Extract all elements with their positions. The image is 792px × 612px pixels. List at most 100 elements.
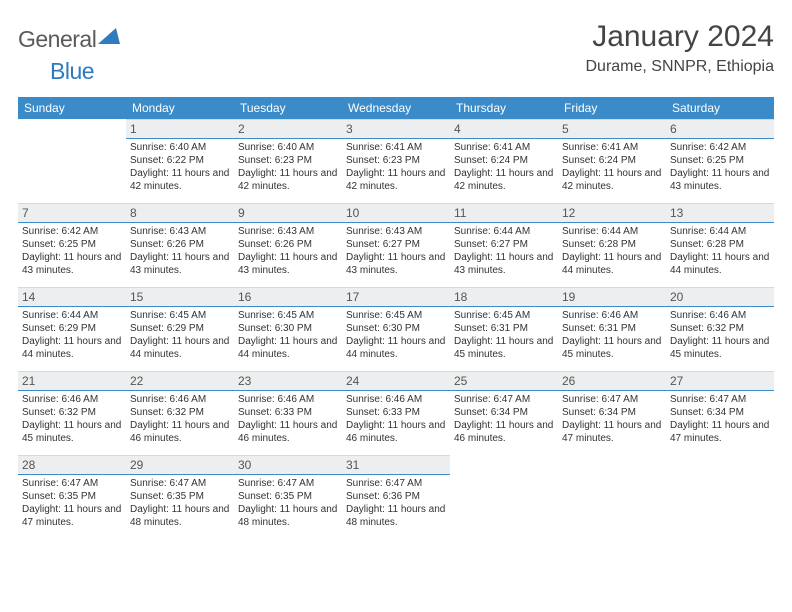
day-header: Wednesday (342, 97, 450, 119)
calendar-day-cell: 22Sunrise: 6:46 AMSunset: 6:32 PMDayligh… (126, 371, 234, 455)
calendar-day-cell: 17Sunrise: 6:45 AMSunset: 6:30 PMDayligh… (342, 287, 450, 371)
daylight-line: Daylight: 11 hours and 47 minutes. (22, 503, 122, 529)
day-header: Tuesday (234, 97, 342, 119)
daylight-line: Daylight: 11 hours and 43 minutes. (454, 251, 554, 277)
sunrise-line: Sunrise: 6:41 AM (562, 141, 662, 154)
daylight-line: Daylight: 11 hours and 44 minutes. (130, 335, 230, 361)
sunrise-line: Sunrise: 6:47 AM (22, 477, 122, 490)
calendar-day-cell: 30Sunrise: 6:47 AMSunset: 6:35 PMDayligh… (234, 455, 342, 539)
day-body: Sunrise: 6:43 AMSunset: 6:26 PMDaylight:… (126, 223, 234, 281)
daylight-line: Daylight: 11 hours and 45 minutes. (670, 335, 770, 361)
day-number: 15 (126, 287, 234, 307)
sunset-line: Sunset: 6:30 PM (346, 322, 446, 335)
calendar-day-cell: 14Sunrise: 6:44 AMSunset: 6:29 PMDayligh… (18, 287, 126, 371)
sunrise-line: Sunrise: 6:41 AM (346, 141, 446, 154)
calendar-day-cell: 8Sunrise: 6:43 AMSunset: 6:26 PMDaylight… (126, 203, 234, 287)
sunrise-line: Sunrise: 6:44 AM (22, 309, 122, 322)
day-number: 21 (18, 371, 126, 391)
sunrise-line: Sunrise: 6:45 AM (130, 309, 230, 322)
day-body: Sunrise: 6:43 AMSunset: 6:26 PMDaylight:… (234, 223, 342, 281)
sunrise-line: Sunrise: 6:47 AM (130, 477, 230, 490)
day-body: Sunrise: 6:47 AMSunset: 6:35 PMDaylight:… (126, 475, 234, 533)
sunset-line: Sunset: 6:31 PM (562, 322, 662, 335)
daylight-line: Daylight: 11 hours and 43 minutes. (238, 251, 338, 277)
sunset-line: Sunset: 6:35 PM (238, 490, 338, 503)
sunrise-line: Sunrise: 6:45 AM (346, 309, 446, 322)
sunset-line: Sunset: 6:33 PM (238, 406, 338, 419)
sunset-line: Sunset: 6:33 PM (346, 406, 446, 419)
day-number: 25 (450, 371, 558, 391)
daylight-line: Daylight: 11 hours and 44 minutes. (562, 251, 662, 277)
day-body: Sunrise: 6:41 AMSunset: 6:23 PMDaylight:… (342, 139, 450, 197)
day-body: Sunrise: 6:46 AMSunset: 6:33 PMDaylight:… (234, 391, 342, 449)
day-number: 2 (234, 119, 342, 139)
day-number: 7 (18, 203, 126, 223)
daylight-line: Daylight: 11 hours and 43 minutes. (22, 251, 122, 277)
daylight-line: Daylight: 11 hours and 43 minutes. (346, 251, 446, 277)
day-body: Sunrise: 6:47 AMSunset: 6:34 PMDaylight:… (450, 391, 558, 449)
day-body: Sunrise: 6:44 AMSunset: 6:28 PMDaylight:… (558, 223, 666, 281)
calendar-day-cell: 20Sunrise: 6:46 AMSunset: 6:32 PMDayligh… (666, 287, 774, 371)
daylight-line: Daylight: 11 hours and 45 minutes. (22, 419, 122, 445)
day-body: Sunrise: 6:40 AMSunset: 6:23 PMDaylight:… (234, 139, 342, 197)
sunrise-line: Sunrise: 6:46 AM (346, 393, 446, 406)
day-header-row: Sunday Monday Tuesday Wednesday Thursday… (18, 97, 774, 119)
sunrise-line: Sunrise: 6:46 AM (562, 309, 662, 322)
daylight-line: Daylight: 11 hours and 44 minutes. (346, 335, 446, 361)
sunrise-line: Sunrise: 6:45 AM (454, 309, 554, 322)
sunrise-line: Sunrise: 6:40 AM (130, 141, 230, 154)
day-body: Sunrise: 6:47 AMSunset: 6:36 PMDaylight:… (342, 475, 450, 533)
calendar-day-cell: 25Sunrise: 6:47 AMSunset: 6:34 PMDayligh… (450, 371, 558, 455)
sunset-line: Sunset: 6:22 PM (130, 154, 230, 167)
calendar-day-cell: .. (666, 455, 774, 539)
day-number: 5 (558, 119, 666, 139)
sunset-line: Sunset: 6:23 PM (346, 154, 446, 167)
logo-text-general: General (18, 26, 96, 53)
sunset-line: Sunset: 6:25 PM (22, 238, 122, 251)
calendar-day-cell: 6Sunrise: 6:42 AMSunset: 6:25 PMDaylight… (666, 119, 774, 203)
calendar-week-row: 7Sunrise: 6:42 AMSunset: 6:25 PMDaylight… (18, 203, 774, 287)
day-body: Sunrise: 6:45 AMSunset: 6:30 PMDaylight:… (342, 307, 450, 365)
day-number: 9 (234, 203, 342, 223)
daylight-line: Daylight: 11 hours and 46 minutes. (346, 419, 446, 445)
calendar-day-cell: 31Sunrise: 6:47 AMSunset: 6:36 PMDayligh… (342, 455, 450, 539)
day-body: Sunrise: 6:44 AMSunset: 6:29 PMDaylight:… (18, 307, 126, 365)
calendar-day-cell: 2Sunrise: 6:40 AMSunset: 6:23 PMDaylight… (234, 119, 342, 203)
sunset-line: Sunset: 6:35 PM (22, 490, 122, 503)
sunrise-line: Sunrise: 6:47 AM (670, 393, 770, 406)
daylight-line: Daylight: 11 hours and 45 minutes. (562, 335, 662, 361)
sunset-line: Sunset: 6:30 PM (238, 322, 338, 335)
day-body: Sunrise: 6:45 AMSunset: 6:31 PMDaylight:… (450, 307, 558, 365)
sunset-line: Sunset: 6:35 PM (130, 490, 230, 503)
calendar-day-cell: 15Sunrise: 6:45 AMSunset: 6:29 PMDayligh… (126, 287, 234, 371)
sunrise-line: Sunrise: 6:43 AM (346, 225, 446, 238)
sunset-line: Sunset: 6:32 PM (670, 322, 770, 335)
calendar-day-cell: 24Sunrise: 6:46 AMSunset: 6:33 PMDayligh… (342, 371, 450, 455)
calendar-day-cell: 5Sunrise: 6:41 AMSunset: 6:24 PMDaylight… (558, 119, 666, 203)
sunset-line: Sunset: 6:27 PM (454, 238, 554, 251)
sunset-line: Sunset: 6:34 PM (670, 406, 770, 419)
calendar-day-cell: 27Sunrise: 6:47 AMSunset: 6:34 PMDayligh… (666, 371, 774, 455)
calendar-week-row: 21Sunrise: 6:46 AMSunset: 6:32 PMDayligh… (18, 371, 774, 455)
calendar-table: Sunday Monday Tuesday Wednesday Thursday… (18, 97, 774, 539)
day-number: 11 (450, 203, 558, 223)
day-number: 12 (558, 203, 666, 223)
day-body: Sunrise: 6:46 AMSunset: 6:32 PMDaylight:… (666, 307, 774, 365)
sunrise-line: Sunrise: 6:41 AM (454, 141, 554, 154)
logo-triangle-icon (98, 28, 120, 49)
day-body: Sunrise: 6:47 AMSunset: 6:35 PMDaylight:… (234, 475, 342, 533)
sunrise-line: Sunrise: 6:40 AM (238, 141, 338, 154)
daylight-line: Daylight: 11 hours and 46 minutes. (238, 419, 338, 445)
day-number: 8 (126, 203, 234, 223)
day-number: 29 (126, 455, 234, 475)
day-body: Sunrise: 6:41 AMSunset: 6:24 PMDaylight:… (558, 139, 666, 197)
sunrise-line: Sunrise: 6:44 AM (562, 225, 662, 238)
day-body: Sunrise: 6:44 AMSunset: 6:27 PMDaylight:… (450, 223, 558, 281)
day-body: Sunrise: 6:42 AMSunset: 6:25 PMDaylight:… (666, 139, 774, 197)
day-body: Sunrise: 6:40 AMSunset: 6:22 PMDaylight:… (126, 139, 234, 197)
sunrise-line: Sunrise: 6:46 AM (670, 309, 770, 322)
calendar-day-cell: .. (450, 455, 558, 539)
day-number: 30 (234, 455, 342, 475)
day-number: 31 (342, 455, 450, 475)
sunrise-line: Sunrise: 6:47 AM (238, 477, 338, 490)
